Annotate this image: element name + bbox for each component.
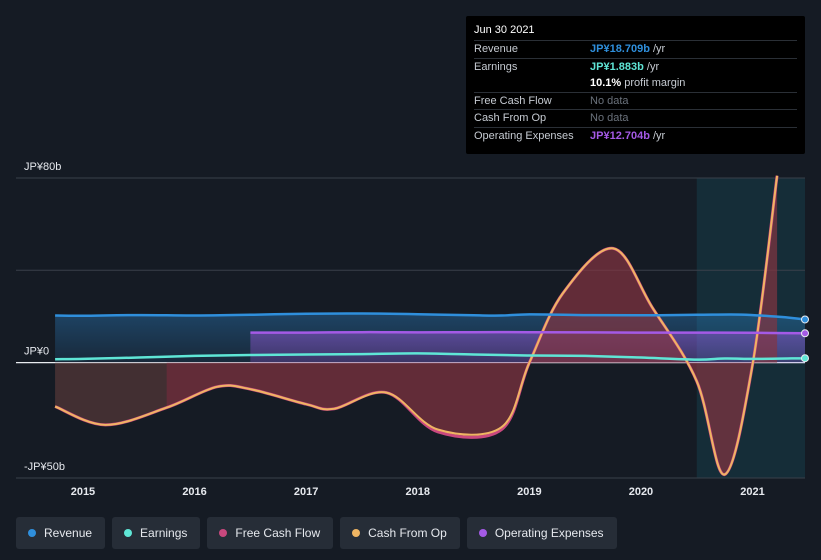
- x-tick-label: 2020: [629, 486, 653, 498]
- tooltip-row-label: Revenue: [474, 43, 519, 56]
- x-tick-label: 2015: [71, 486, 95, 498]
- tooltip-row-value: No data: [590, 112, 629, 125]
- tooltip-row-label: Operating Expenses: [474, 129, 574, 142]
- tooltip-row: 10.1% profit margin: [474, 75, 797, 92]
- chart-legend: Revenue Earnings Free Cash Flow Cash From O…: [16, 517, 617, 549]
- x-tick-label: 2021: [740, 486, 764, 498]
- revenue-line: [55, 312, 806, 321]
- legend-dot-icon: [124, 529, 133, 537]
- legend-label: Operating Expenses: [494, 526, 604, 540]
- tooltip-row-value: No data: [590, 94, 629, 107]
- operating-expenses-area: [250, 332, 805, 363]
- tooltip-row-value: 10.1% profit margin: [590, 77, 686, 90]
- y-tick-label: -JP¥50b: [24, 461, 65, 473]
- y-tick-label: JP¥0: [24, 346, 49, 358]
- tooltip-row-value: JP¥12.704b /yr: [590, 129, 666, 142]
- earnings-end-marker: [801, 354, 809, 363]
- legend-label: Revenue: [44, 526, 93, 540]
- tooltip-row: Earnings JP¥1.883b /yr: [474, 57, 797, 76]
- legend-revenue[interactable]: Revenue: [16, 517, 106, 549]
- free-cash-flow-area: [166, 175, 778, 475]
- tooltip-row-label: Cash From Op: [474, 112, 547, 125]
- tooltip-row: Free Cash Flow No data: [474, 91, 797, 110]
- data-tooltip: Jun 30 2021 Revenue JP¥18.709b /yr Earning…: [466, 16, 805, 154]
- y-tick-label: JP¥80b: [24, 161, 61, 173]
- tooltip-row: Operating Expenses JP¥12.704b /yr: [474, 126, 797, 145]
- legend-label: Free Cash Flow: [235, 526, 321, 540]
- x-tick-label: 2018: [406, 486, 430, 498]
- legend-cash-from-op[interactable]: Cash From Op: [340, 517, 460, 549]
- legend-free-cash-flow[interactable]: Free Cash Flow: [207, 517, 334, 549]
- cash-from-op-line: [54, 175, 779, 476]
- tooltip-row: Cash From Op No data: [474, 109, 797, 127]
- x-tick-label: 2016: [182, 486, 206, 498]
- legend-label: Cash From Op: [368, 526, 447, 540]
- tooltip-row-value: JP¥1.883b /yr: [590, 60, 660, 73]
- tooltip-row-label: Earnings: [474, 60, 518, 73]
- operating-expenses-line: [250, 330, 806, 335]
- earnings-line: [55, 352, 806, 361]
- tooltip-row-label: Free Cash Flow: [474, 94, 552, 107]
- legend-dot-icon: [478, 529, 487, 537]
- legend-dot-icon: [28, 529, 36, 537]
- legend-operating-expenses[interactable]: Operating Expenses: [466, 517, 617, 549]
- tooltip-row: Revenue JP¥18.709b /yr: [474, 40, 797, 58]
- cash-from-op-area: [55, 175, 778, 475]
- legend-label: Earnings: [140, 526, 188, 540]
- revenue-end-marker: [801, 315, 809, 324]
- x-tick-label: 2019: [517, 486, 541, 498]
- tooltip-row-value: JP¥18.709b /yr: [590, 43, 666, 56]
- legend-dot-icon: [219, 529, 228, 537]
- x-tick-label: 2017: [294, 486, 318, 498]
- operating-expenses-end-marker: [801, 329, 809, 338]
- legend-dot-icon: [352, 529, 361, 537]
- tooltip-date: Jun 30 2021: [474, 24, 535, 36]
- chart-area: JP¥80b JP¥0 -JP¥50b 2015 2016 2017 2018 2019 202…: [16, 161, 809, 498]
- legend-earnings[interactable]: Earnings: [112, 517, 201, 549]
